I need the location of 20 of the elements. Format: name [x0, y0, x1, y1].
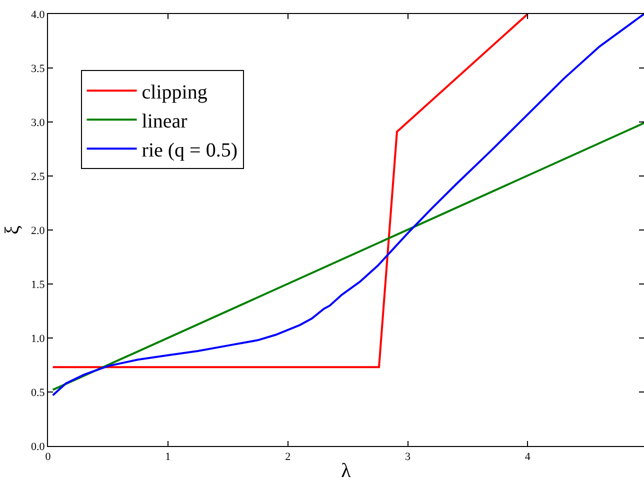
x-axis-title: λ	[341, 460, 352, 482]
x-tick-label: 4	[524, 451, 531, 464]
y-tick-label: 4.0	[31, 8, 46, 21]
legend-label: linear	[142, 110, 188, 132]
y-tick-label: 3.5	[31, 62, 46, 75]
x-tick-label: 2	[285, 451, 291, 464]
y-tick-label: 2.0	[31, 224, 46, 237]
x-tick-label: 3	[405, 451, 412, 464]
legend-label: clipping	[142, 81, 208, 104]
y-tick-label: 0.0	[31, 440, 46, 453]
line-series	[52, 14, 644, 396]
x-tick-label: 0	[45, 451, 52, 464]
y-axis-title: ξ	[2, 225, 24, 234]
legend-label: rie (q = 0.5)	[142, 139, 238, 162]
y-tick-label: 0.5	[31, 386, 46, 399]
y-tick-label: 1.0	[31, 332, 46, 345]
x-tick-label: 1	[165, 451, 171, 464]
y-tick-label: 3.0	[31, 116, 46, 129]
y-tick-label: 2.5	[31, 170, 46, 183]
y-tick-label: 1.5	[31, 278, 46, 291]
